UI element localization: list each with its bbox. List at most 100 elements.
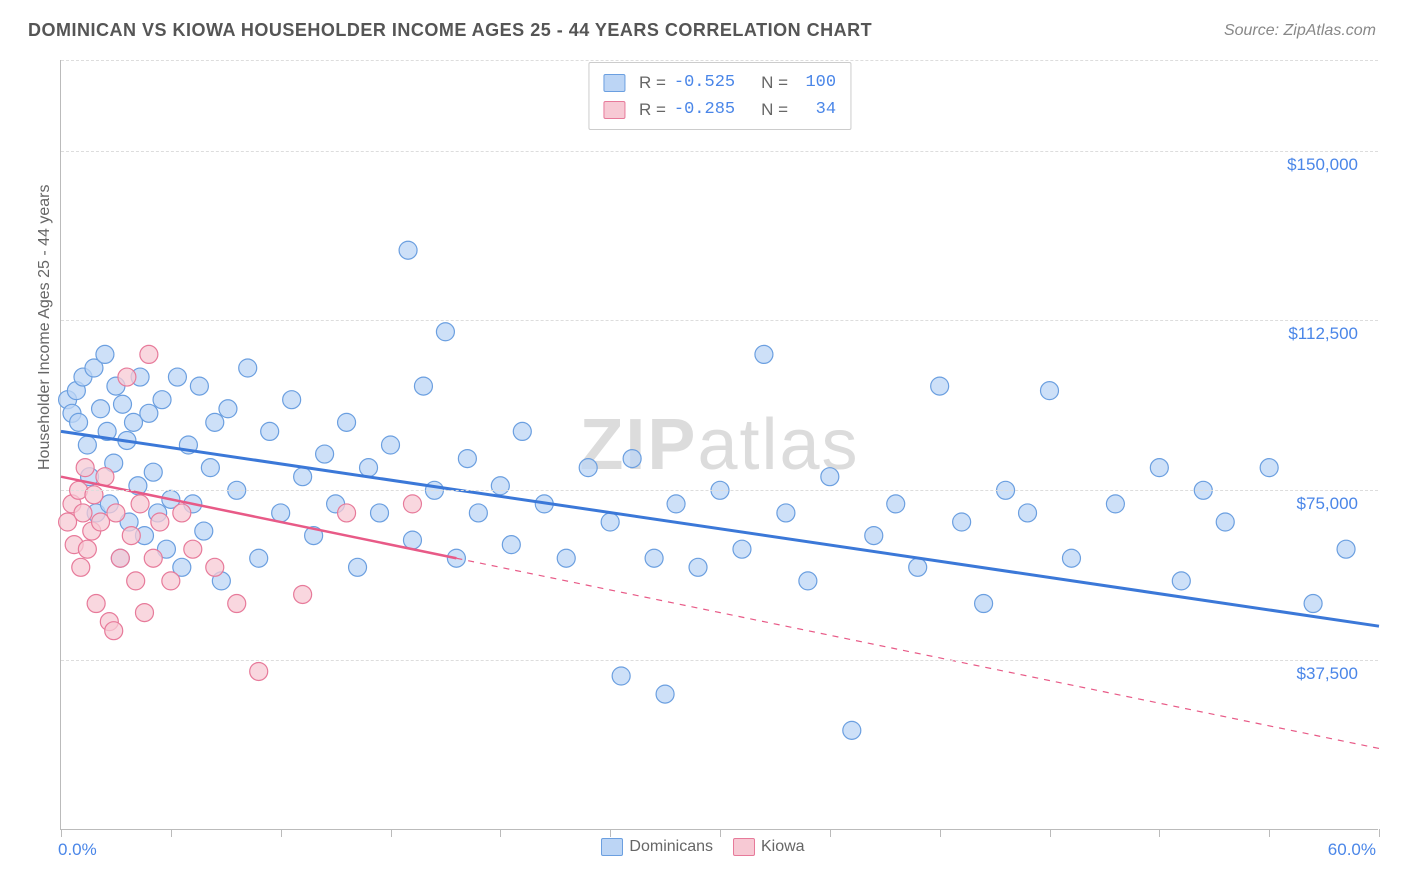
data-point bbox=[162, 572, 180, 590]
data-point bbox=[96, 345, 114, 363]
y-tick-label: $150,000 bbox=[1287, 155, 1358, 175]
data-point bbox=[107, 504, 125, 522]
x-tick bbox=[1159, 829, 1160, 837]
data-point bbox=[755, 345, 773, 363]
legend-swatch bbox=[733, 838, 755, 856]
data-point bbox=[1150, 459, 1168, 477]
y-tick-label: $37,500 bbox=[1297, 664, 1358, 684]
data-point bbox=[173, 504, 191, 522]
data-point bbox=[76, 459, 94, 477]
data-point bbox=[87, 595, 105, 613]
data-point bbox=[78, 436, 96, 454]
data-point bbox=[623, 450, 641, 468]
data-point bbox=[144, 463, 162, 481]
legend-r-value: -0.525 bbox=[674, 69, 735, 96]
legend-label: Dominicans bbox=[629, 838, 713, 856]
gridline bbox=[61, 60, 1378, 61]
x-tick bbox=[610, 829, 611, 837]
regression-line bbox=[61, 431, 1379, 626]
data-point bbox=[1337, 540, 1355, 558]
data-point bbox=[1062, 549, 1080, 567]
data-point bbox=[821, 468, 839, 486]
data-point bbox=[953, 513, 971, 531]
correlation-legend: R =-0.525N =100R =-0.285N =34 bbox=[588, 62, 851, 130]
data-point bbox=[74, 504, 92, 522]
data-point bbox=[557, 549, 575, 567]
data-point bbox=[1304, 595, 1322, 613]
data-point bbox=[502, 536, 520, 554]
data-point bbox=[371, 504, 389, 522]
x-tick bbox=[1050, 829, 1051, 837]
data-point bbox=[909, 558, 927, 576]
data-point bbox=[206, 413, 224, 431]
data-point bbox=[491, 477, 509, 495]
data-point bbox=[1172, 572, 1190, 590]
x-tick bbox=[61, 829, 62, 837]
data-point bbox=[261, 422, 279, 440]
data-point bbox=[111, 549, 129, 567]
data-point bbox=[294, 468, 312, 486]
gridline bbox=[61, 490, 1378, 491]
series-legend: Dominicans Kiowa bbox=[0, 838, 1406, 856]
x-tick bbox=[500, 829, 501, 837]
data-point bbox=[228, 595, 246, 613]
data-point bbox=[294, 585, 312, 603]
data-point bbox=[403, 531, 421, 549]
data-point bbox=[153, 391, 171, 409]
y-axis-label: Householder Income Ages 25 - 44 years bbox=[36, 185, 54, 471]
data-point bbox=[250, 549, 268, 567]
data-point bbox=[72, 558, 90, 576]
data-point bbox=[127, 572, 145, 590]
data-point bbox=[239, 359, 257, 377]
data-point bbox=[865, 527, 883, 545]
plot-area: ZIPatlas R =-0.525N =100R =-0.285N =34 $… bbox=[60, 60, 1378, 830]
regression-line-dashed bbox=[456, 558, 1379, 748]
data-point bbox=[272, 504, 290, 522]
legend-n-value: 34 bbox=[796, 96, 836, 123]
data-point bbox=[975, 595, 993, 613]
legend-r-label: R = bbox=[639, 96, 666, 123]
data-point bbox=[78, 540, 96, 558]
data-point bbox=[1216, 513, 1234, 531]
data-point bbox=[140, 404, 158, 422]
y-tick-label: $112,500 bbox=[1288, 324, 1358, 344]
legend-r-value: -0.285 bbox=[674, 96, 735, 123]
data-point bbox=[1019, 504, 1037, 522]
data-point bbox=[70, 413, 88, 431]
data-point bbox=[206, 558, 224, 576]
data-point bbox=[114, 395, 132, 413]
data-point bbox=[195, 522, 213, 540]
gridline bbox=[61, 151, 1378, 152]
legend-r-label: R = bbox=[639, 69, 666, 96]
x-tick bbox=[1379, 829, 1380, 837]
legend-item: Dominicans bbox=[601, 838, 713, 856]
data-point bbox=[414, 377, 432, 395]
data-point bbox=[92, 400, 110, 418]
scatter-svg bbox=[61, 60, 1379, 830]
legend-row: R =-0.525N =100 bbox=[603, 69, 836, 96]
data-point bbox=[219, 400, 237, 418]
data-point bbox=[105, 622, 123, 640]
data-point bbox=[151, 513, 169, 531]
data-point bbox=[184, 540, 202, 558]
data-point bbox=[131, 495, 149, 513]
data-point bbox=[777, 504, 795, 522]
data-point bbox=[733, 540, 751, 558]
legend-label: Kiowa bbox=[761, 838, 805, 856]
data-point bbox=[250, 662, 268, 680]
y-tick-label: $75,000 bbox=[1297, 494, 1358, 514]
data-point bbox=[85, 486, 103, 504]
data-point bbox=[667, 495, 685, 513]
data-point bbox=[360, 459, 378, 477]
data-point bbox=[1041, 382, 1059, 400]
data-point bbox=[316, 445, 334, 463]
data-point bbox=[645, 549, 663, 567]
data-point bbox=[96, 468, 114, 486]
x-tick bbox=[391, 829, 392, 837]
data-point bbox=[118, 368, 136, 386]
data-point bbox=[887, 495, 905, 513]
data-point bbox=[656, 685, 674, 703]
gridline bbox=[61, 320, 1378, 321]
x-tick bbox=[940, 829, 941, 837]
data-point bbox=[382, 436, 400, 454]
